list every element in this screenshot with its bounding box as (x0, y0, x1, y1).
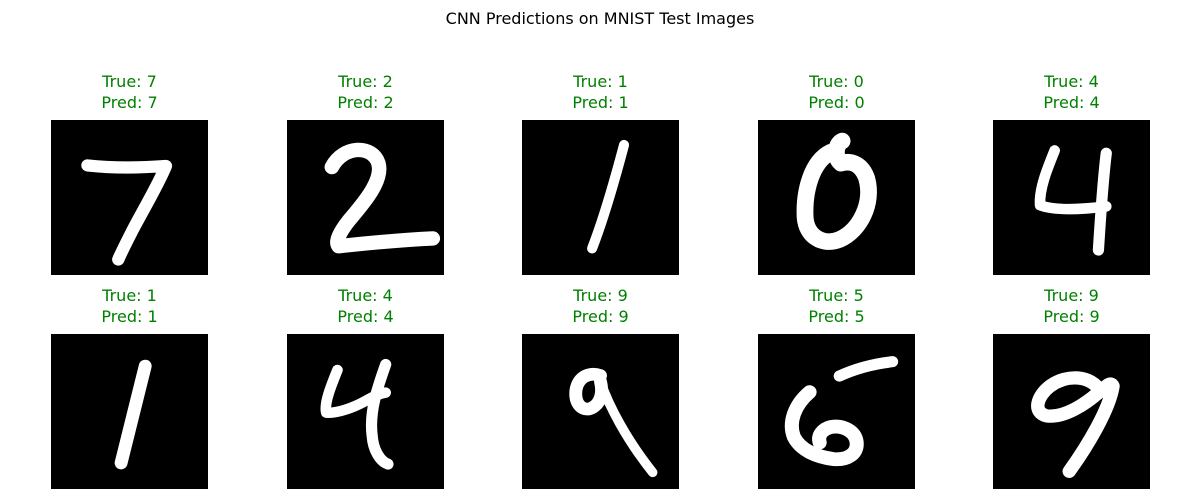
digit-image-2 (287, 120, 444, 275)
panel-title: True: 4 Pred: 4 (287, 284, 444, 334)
digit-image-1 (522, 120, 679, 275)
true-label: True: 2 (338, 72, 393, 91)
prediction-panel-9: True: 5 Pred: 5 (758, 284, 915, 489)
pred-label: Pred: 9 (1043, 307, 1100, 326)
true-label: True: 0 (809, 72, 864, 91)
prediction-panel-1: True: 7 Pred: 7 (51, 70, 208, 275)
pred-label: Pred: 5 (808, 307, 865, 326)
pred-label: Pred: 1 (572, 93, 629, 112)
digit-image-4 (993, 120, 1150, 275)
pred-label: Pred: 9 (572, 307, 629, 326)
panel-title: True: 9 Pred: 9 (993, 284, 1150, 334)
prediction-panel-2: True: 2 Pred: 2 (287, 70, 444, 275)
prediction-panel-6: True: 1 Pred: 1 (51, 284, 208, 489)
panel-title: True: 5 Pred: 5 (758, 284, 915, 334)
digit-image-7 (51, 120, 208, 275)
true-label: True: 5 (809, 286, 864, 305)
true-label: True: 4 (1044, 72, 1099, 91)
prediction-panel-7: True: 4 Pred: 4 (287, 284, 444, 489)
panel-title: True: 1 Pred: 1 (522, 70, 679, 120)
true-label: True: 9 (1044, 286, 1099, 305)
pred-label: Pred: 4 (1043, 93, 1100, 112)
figure-title: CNN Predictions on MNIST Test Images (445, 9, 755, 28)
digit-image-9 (993, 334, 1150, 489)
prediction-panel-10: True: 9 Pred: 9 (993, 284, 1150, 489)
digit-image-1 (51, 334, 208, 489)
true-label: True: 4 (338, 286, 393, 305)
true-label: True: 1 (102, 286, 157, 305)
prediction-panel-8: True: 9 Pred: 9 (522, 284, 679, 489)
digit-image-5 (758, 334, 915, 489)
digit-image-0 (758, 120, 915, 275)
panel-title: True: 2 Pred: 2 (287, 70, 444, 120)
panel-title: True: 0 Pred: 0 (758, 70, 915, 120)
panel-title: True: 7 Pred: 7 (51, 70, 208, 120)
true-label: True: 7 (102, 72, 157, 91)
pred-label: Pred: 1 (101, 307, 158, 326)
true-label: True: 1 (573, 72, 628, 91)
pred-label: Pred: 2 (337, 93, 394, 112)
pred-label: Pred: 0 (808, 93, 865, 112)
panel-title: True: 4 Pred: 4 (993, 70, 1150, 120)
prediction-panel-5: True: 4 Pred: 4 (993, 70, 1150, 275)
true-label: True: 9 (573, 286, 628, 305)
prediction-panel-4: True: 0 Pred: 0 (758, 70, 915, 275)
digit-image-9 (522, 334, 679, 489)
prediction-panel-3: True: 1 Pred: 1 (522, 70, 679, 275)
panel-title: True: 9 Pred: 9 (522, 284, 679, 334)
pred-label: Pred: 4 (337, 307, 394, 326)
pred-label: Pred: 7 (101, 93, 158, 112)
panel-title: True: 1 Pred: 1 (51, 284, 208, 334)
digit-image-4 (287, 334, 444, 489)
